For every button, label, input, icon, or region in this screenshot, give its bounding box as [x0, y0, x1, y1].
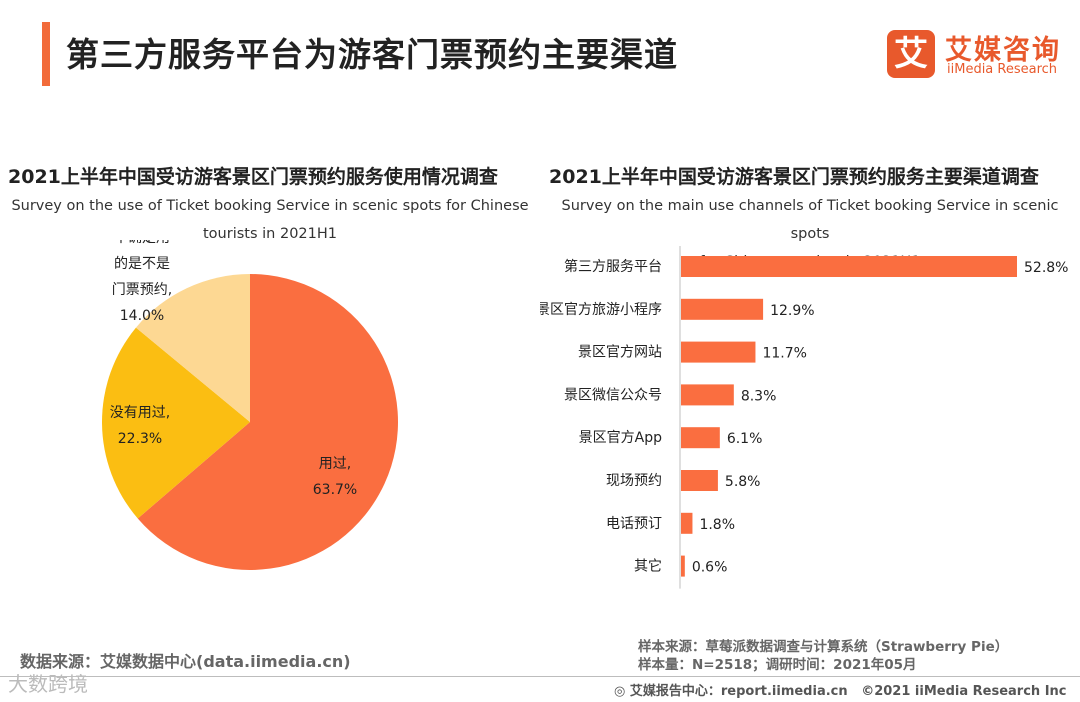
- data-source: 数据来源：艾媒数据中心(data.iimedia.cn): [20, 652, 351, 671]
- bar-value-label-6: 1.8%: [699, 517, 735, 533]
- pie-label-1-line-0: 没有用过,: [110, 405, 170, 421]
- bar-category-label-7: 其它: [634, 558, 662, 575]
- footer-divider: [0, 676, 1080, 677]
- pie-label-2-line-3: 14.0%: [120, 308, 164, 324]
- pie-label-0-line-0: 用过,: [319, 456, 351, 472]
- bar-category-label-4: 景区官方App: [579, 430, 662, 446]
- iimedia-logo-mark: 艾: [887, 30, 935, 78]
- bar-0: [681, 256, 1017, 277]
- pie-label-2-line-2: 门票预约,: [112, 282, 172, 298]
- pie-chart-subtitle: Survey on the use of Ticket booking Serv…: [0, 192, 540, 248]
- page-title: 第三方服务平台为游客门票预约主要渠道: [66, 35, 678, 74]
- pie-slice-used: [137, 274, 399, 570]
- title-accent-bar: [42, 22, 50, 86]
- bar-category-label-2: 景区官方网站: [578, 345, 662, 361]
- globe-icon: ◎: [614, 684, 630, 699]
- sample-source: 样本来源：草莓派数据调查与计算系统（Strawberry Pie）: [638, 639, 1009, 655]
- bar-category-label-3: 景区微信公众号: [564, 387, 662, 403]
- pie-chart: 用过, 63.7% 没有用过, 22.3% 不确定用的是不是门票预约, 14.0%: [102, 240, 399, 570]
- bar-value-label-1: 12.9%: [770, 303, 814, 319]
- bar-category-label-1: 景区官方旅游小程序: [540, 302, 662, 318]
- bar-category-label-0: 第三方服务平台: [564, 258, 662, 275]
- copyright: ©2021 iiMedia Research Inc: [861, 684, 1067, 699]
- bar-1: [681, 298, 764, 320]
- bar-6: [681, 512, 693, 534]
- logo-chinese-name: 艾媒咨询: [945, 35, 1061, 66]
- pie-label-0-line-1: 63.7%: [313, 482, 357, 498]
- pie-subtitle-line-1: Survey on the use of Ticket booking Serv…: [11, 198, 529, 214]
- bar-3: [681, 384, 734, 406]
- watermark: 大数跨境: [8, 672, 88, 696]
- sample-size: 样本量：N=2518；调研时间：2021年05月: [638, 657, 917, 673]
- bar-chart-title: 2021上半年中国受访游客景区门票预约服务主要渠道调查: [549, 166, 1039, 188]
- bar-category-label-5: 现场预约: [606, 473, 662, 489]
- bar-category-label-6: 电话预订: [606, 516, 662, 532]
- pie-slice-not-used: [102, 327, 250, 519]
- footer-credits: ◎ 艾媒报告中心：report.iimedia.cn ©2021 iiMedia…: [614, 680, 1067, 699]
- report-center-link[interactable]: 艾媒报告中心：report.iimedia.cn: [629, 684, 848, 699]
- pie-slice-unsure: [135, 274, 250, 422]
- pie-chart-title: 2021上半年中国受访游客景区门票预约服务使用情况调查: [8, 166, 498, 188]
- bar-subtitle-line-1: Survey on the main use channels of Ticke…: [561, 198, 1059, 242]
- bar-value-label-2: 11.7%: [762, 346, 806, 362]
- pie-label-2-line-1: 的是不是: [114, 256, 170, 272]
- bar-value-label-3: 8.3%: [741, 388, 777, 404]
- pie-label-1-line-1: 22.3%: [118, 431, 162, 447]
- pie-label-2-line-0: 不确定用: [114, 240, 170, 246]
- sample-info: 样本来源：草莓派数据调查与计算系统（Strawberry Pie） 样本量：N=…: [638, 638, 1008, 674]
- logo-english-name: iiMedia Research: [947, 62, 1058, 77]
- bar-2: [681, 341, 756, 363]
- bar-value-label-0: 52.8%: [1024, 260, 1068, 276]
- bar-value-label-5: 5.8%: [725, 474, 761, 490]
- pie-subtitle-line-2: tourists in 2021H1: [203, 226, 337, 242]
- bar-value-label-4: 6.1%: [727, 431, 763, 447]
- bar-value-label-7: 0.6%: [692, 560, 728, 576]
- bar-4: [681, 427, 720, 449]
- bar-7: [681, 555, 685, 577]
- bar-5: [681, 470, 718, 491]
